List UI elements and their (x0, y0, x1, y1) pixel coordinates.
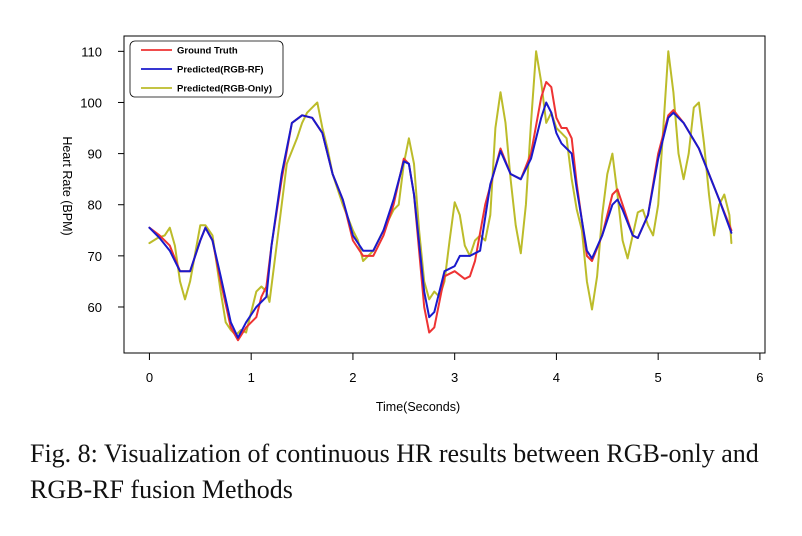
y-tick-label: 90 (88, 147, 102, 162)
y-tick-label: 80 (88, 198, 102, 213)
figure-caption: Fig. 8: Visualization of continuous HR r… (30, 439, 759, 504)
y-tick-label: 110 (81, 44, 102, 59)
plot-frame (123, 35, 766, 354)
series-line-predicted-rgb-only (148, 50, 733, 337)
legend-label-ground-truth: Ground Truth (177, 46, 238, 57)
x-tick-label: 3 (451, 370, 458, 385)
legend-label-predicted-rgb-only: Predicted(RGB-Only) (177, 84, 272, 95)
x-tick-label: 0 (146, 370, 153, 385)
legend-label-predicted-rgb-rf: Predicted(RGB-RF) (177, 65, 264, 76)
y-axis-title: Heart Rate (BPM) (60, 136, 74, 235)
series-line-ground-truth (148, 81, 733, 342)
x-tick-label: 5 (655, 370, 662, 385)
x-tick-label: 4 (553, 370, 560, 385)
y-tick-label: 70 (88, 249, 102, 264)
series-lines (148, 50, 733, 342)
x-tick-label: 1 (248, 370, 255, 385)
y-tick-label: 60 (88, 300, 102, 315)
hr-line-chart: 0 1 2 3 4 5 6 60 70 80 90 100 110 Ground Truth Predi… (60, 35, 766, 414)
y-tick-label: 100 (80, 95, 102, 110)
legend-box (129, 40, 284, 98)
x-tick-label: 6 (756, 370, 763, 385)
legend: Ground Truth Predicted(RGB-RF) Predicted… (129, 40, 284, 98)
x-axis-title: Time(Seconds) (376, 400, 460, 414)
series-line-predicted-rgb-rf (148, 101, 733, 339)
axis-ticks: 0 1 2 3 4 5 6 60 70 80 90 100 110 (80, 44, 763, 385)
x-tick-label: 2 (349, 370, 356, 385)
